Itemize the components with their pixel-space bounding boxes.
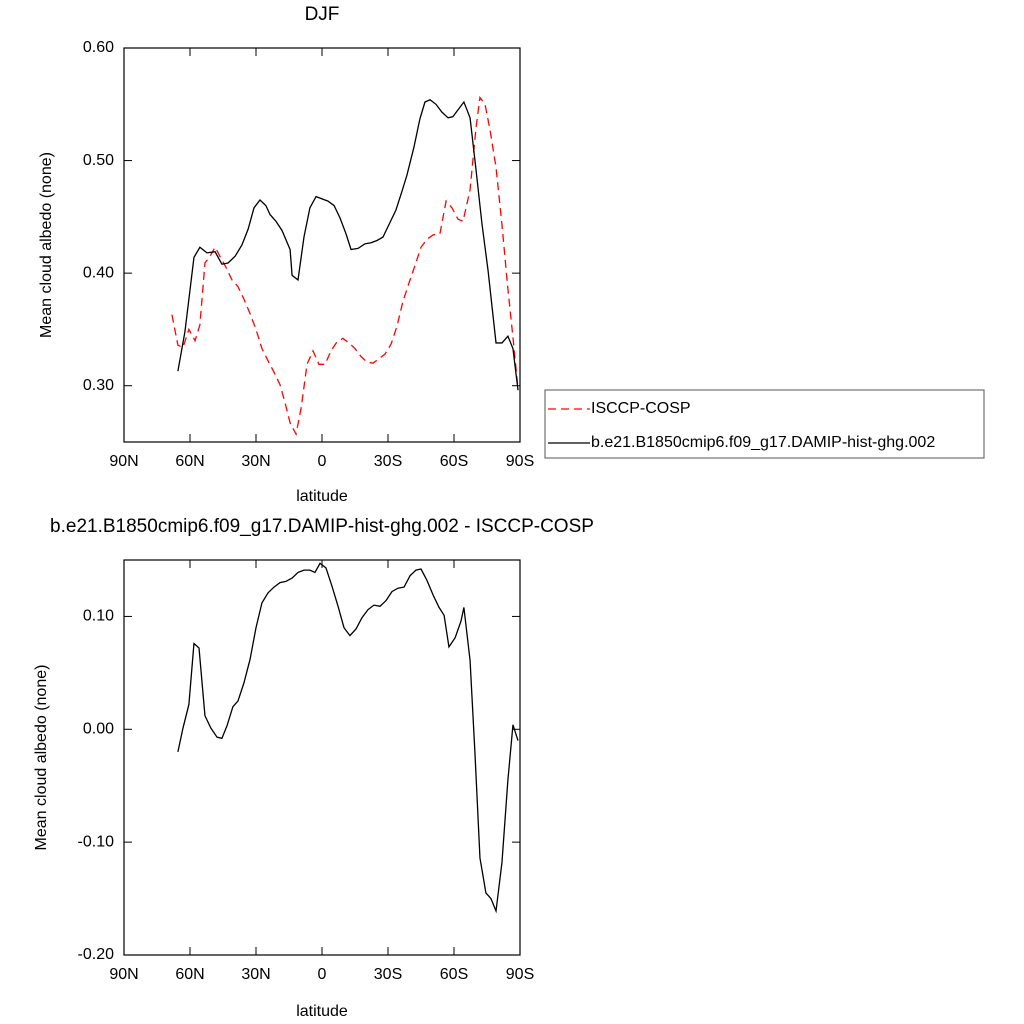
y-tick-label: 0.30 [83, 377, 114, 394]
y-tick-label: 0.10 [83, 608, 114, 625]
data-line [171, 95, 519, 437]
x-tick-label: 60S [440, 453, 468, 470]
chart-title: DJF [305, 4, 340, 25]
chart-title: b.e21.B1850cmip6.f09_g17.DAMIP-hist-ghg.… [50, 516, 594, 537]
x-tick-label: 30N [241, 966, 270, 983]
x-tick-label: 90N [109, 453, 138, 470]
y-tick-label: 0.50 [83, 152, 114, 169]
x-tick-label: 30N [241, 453, 270, 470]
plot-frame [123, 559, 521, 956]
x-tick-label: 0 [318, 453, 327, 470]
y-tick-label: -0.10 [78, 833, 115, 850]
x-tick-label: 90S [506, 966, 534, 983]
x-tick-label: 60N [175, 453, 204, 470]
x-tick-label: 90N [109, 966, 138, 983]
x-tick-label: 60S [440, 966, 468, 983]
y-tick-label: 0.60 [83, 39, 114, 56]
data-line [177, 99, 519, 391]
legend-label: b.e21.B1850cmip6.f09_g17.DAMIP-hist-ghg.… [591, 434, 935, 451]
legend-box [544, 389, 985, 459]
x-tick-label: 30S [374, 453, 402, 470]
y-tick-label: -0.20 [78, 946, 115, 963]
y-axis-label: Mean cloud albedo (none) [38, 152, 55, 338]
data-line [177, 562, 519, 914]
y-tick-label: 0.00 [83, 721, 114, 738]
x-tick-label: 90S [506, 453, 534, 470]
y-axis-label: Mean cloud albedo (none) [33, 665, 50, 851]
x-axis-label: latitude [296, 488, 348, 505]
x-tick-label: 30S [374, 966, 402, 983]
x-tick-label: 60N [175, 966, 204, 983]
x-axis-label: latitude [296, 1003, 348, 1020]
legend-label: ISCCP-COSP [591, 400, 691, 417]
x-tick-label: 0 [318, 966, 327, 983]
y-tick-label: 0.40 [83, 264, 114, 281]
